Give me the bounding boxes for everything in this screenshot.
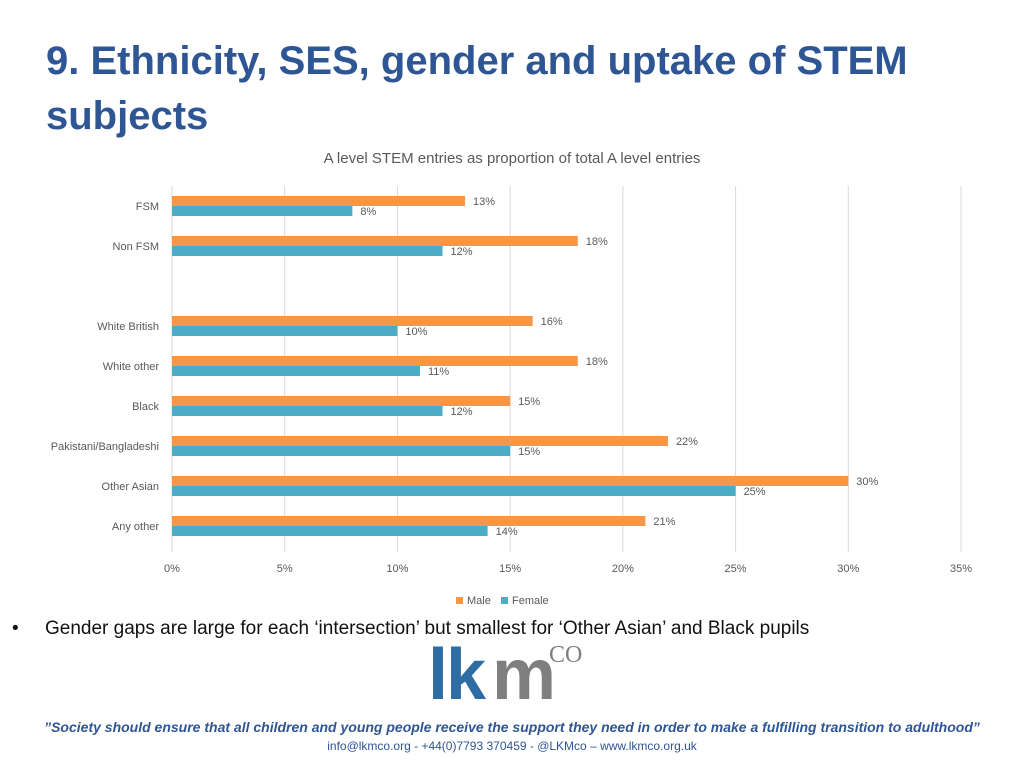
data-label: 13% xyxy=(473,196,495,208)
category-label: Other Asian xyxy=(102,481,159,493)
data-label: 30% xyxy=(856,476,878,488)
bar-female xyxy=(172,366,420,376)
bar-male xyxy=(172,196,466,206)
bar-female xyxy=(172,446,511,456)
x-tick-label: 35% xyxy=(950,563,972,575)
category-label: Non FSM xyxy=(113,241,159,253)
legend-swatch-female xyxy=(501,597,508,604)
bar-male xyxy=(172,356,578,366)
legend-swatch-male xyxy=(456,597,463,604)
bar-male xyxy=(172,476,849,486)
x-tick-label: 25% xyxy=(725,563,747,575)
data-label: 18% xyxy=(586,356,608,368)
logo-co: CO xyxy=(549,642,583,668)
bullet-text: Gender gaps are large for each ‘intersec… xyxy=(45,618,810,639)
bar-female xyxy=(172,206,353,216)
data-label: 16% xyxy=(541,316,563,328)
bar-female xyxy=(172,246,443,256)
bullet-marker: • xyxy=(12,618,19,639)
chart-legend: Male Female xyxy=(456,595,549,607)
legend-label: Female xyxy=(512,595,549,607)
data-label: 15% xyxy=(518,396,540,408)
bar-chart: A level STEM entries as proportion of to… xyxy=(51,150,972,607)
data-label: 18% xyxy=(586,236,608,248)
bar-male xyxy=(172,396,511,406)
x-tick-label: 15% xyxy=(499,563,521,575)
x-tick-label: 0% xyxy=(164,563,180,575)
data-label: 22% xyxy=(676,436,698,448)
slide-title: 9. Ethnicity, SES, gender and uptake of … xyxy=(46,39,908,138)
chart-title: A level STEM entries as proportion of to… xyxy=(324,150,701,167)
category-label: Black xyxy=(132,401,159,413)
category-label: Pakistani/Bangladeshi xyxy=(51,441,159,453)
data-label: 11% xyxy=(428,366,449,378)
x-tick-label: 20% xyxy=(612,563,634,575)
x-tick-labels: 0% 5% 10% 15% 20% 25% 30% 35% xyxy=(164,563,972,575)
category-labels: FSM Non FSM White British White other Black P… xyxy=(51,201,160,533)
category-label: FSM xyxy=(136,201,159,213)
bar-female xyxy=(172,326,398,336)
logo-m: m xyxy=(492,635,557,715)
x-tick-label: 30% xyxy=(837,563,859,575)
logo-lk: lk xyxy=(428,635,486,715)
legend-label: Male xyxy=(467,595,491,607)
footer-quote: ”Society should ensure that all children… xyxy=(44,719,980,735)
bar-male xyxy=(172,516,646,526)
lkmco-logo: lk m CO xyxy=(428,635,598,715)
footer-contact: info@lkmco.org - +44(0)7793 370459 - @LK… xyxy=(327,739,697,753)
category-label: White British xyxy=(97,321,159,333)
data-label: 21% xyxy=(653,516,675,528)
data-label: 12% xyxy=(451,406,473,418)
bar-female xyxy=(172,526,488,536)
x-tick-label: 5% xyxy=(277,563,293,575)
data-label: 14% xyxy=(496,526,518,538)
bar-female xyxy=(172,486,736,496)
category-label: Any other xyxy=(112,521,159,533)
bar-male xyxy=(172,316,533,326)
data-label: 8% xyxy=(360,206,376,218)
bar-male xyxy=(172,436,668,446)
x-tick-label: 10% xyxy=(386,563,408,575)
category-label: White other xyxy=(103,361,160,373)
bar-female xyxy=(172,406,443,416)
bars xyxy=(172,196,849,536)
data-labels: 13% 8% 18% 12% 16% 10% 18% 11% 15% 12% 22% 15% 30% 25… xyxy=(360,196,878,538)
data-label: 15% xyxy=(518,446,540,458)
data-label: 25% xyxy=(744,486,766,498)
bar-male xyxy=(172,236,578,246)
data-label: 12% xyxy=(451,246,473,258)
data-label: 10% xyxy=(405,326,427,338)
bullet-point: • Gender gaps are large for each ‘inters… xyxy=(12,618,1002,640)
